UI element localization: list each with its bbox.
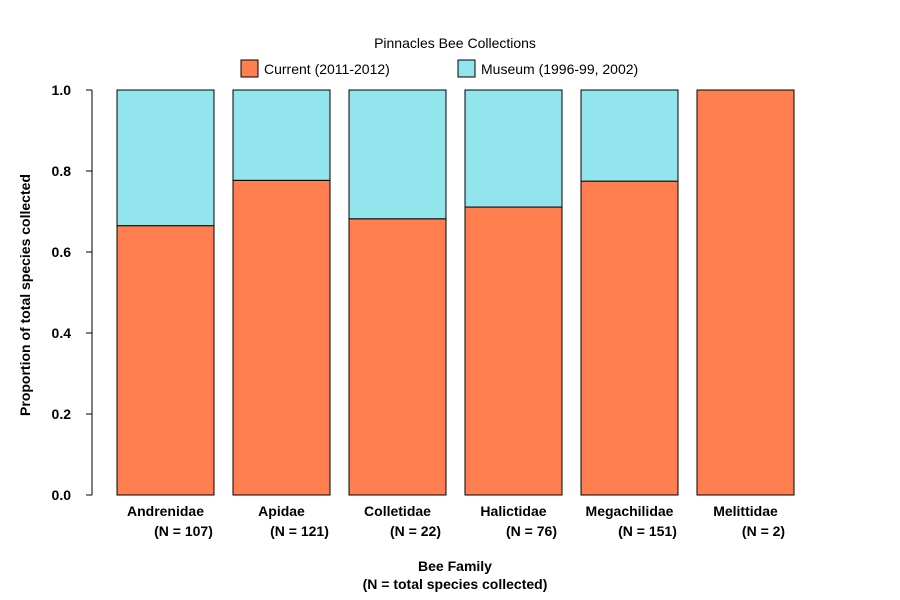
x-tick-label: Halictidae (480, 503, 546, 519)
bar-current-andrenidae (116, 225, 215, 496)
x-tick-sublabel: (N = 76) (506, 523, 557, 539)
bar-current-melittidae (696, 89, 795, 496)
y-tick-label: 1.0 (52, 82, 72, 98)
y-axis: 0.0 0.2 0.4 0.6 0.8 1.0 (52, 82, 93, 503)
bar-current-halictidae (464, 206, 563, 496)
y-tick-label: 0.4 (52, 325, 72, 341)
bar-museum-colletidae (348, 89, 447, 220)
x-axis-sublabel: (N = total species collected) (363, 576, 548, 592)
legend-label-current: Current (2011-2012) (264, 61, 390, 77)
legend-swatch-current (240, 59, 259, 78)
y-axis-label: Proportion of total species collected (17, 174, 33, 416)
y-tick-label: 0.2 (52, 406, 72, 422)
x-axis-label: Bee Family (418, 558, 492, 574)
y-tick-label: 0.8 (52, 163, 72, 179)
x-tick-label: Melittidae (713, 503, 778, 519)
x-tick-sublabel: (N = 121) (270, 523, 329, 539)
bar-current-apidae (232, 179, 331, 496)
bar-museum-halictidae (464, 89, 563, 208)
x-tick-label: Colletidae (364, 503, 431, 519)
x-tick-sublabel: (N = 107) (154, 523, 213, 539)
bars (116, 89, 795, 496)
x-tick-sublabel: (N = 2) (742, 523, 785, 539)
x-tick-label: Apidae (258, 503, 305, 519)
legend: Current (2011-2012) Museum (1996-99, 200… (240, 59, 638, 78)
bar-museum-andrenidae (116, 89, 215, 227)
x-axis-labels: Andrenidae (N = 107) Apidae (N = 121) Collet… (127, 503, 785, 539)
x-tick-label: Megachilidae (586, 503, 674, 519)
x-tick-sublabel: (N = 22) (390, 523, 441, 539)
chart-title: Pinnacles Bee Collections (374, 35, 536, 51)
legend-label-museum: Museum (1996-99, 2002) (481, 61, 638, 77)
legend-swatch-museum (457, 59, 476, 78)
x-tick-label: Andrenidae (127, 503, 204, 519)
bar-museum-megachilidae (580, 89, 679, 182)
bar-museum-apidae (232, 89, 331, 181)
bar-current-colletidae (348, 218, 447, 496)
y-tick-label: 0.0 (52, 487, 72, 503)
bar-current-megachilidae (580, 180, 679, 496)
y-tick-label: 0.6 (52, 244, 72, 260)
x-tick-sublabel: (N = 151) (618, 523, 677, 539)
